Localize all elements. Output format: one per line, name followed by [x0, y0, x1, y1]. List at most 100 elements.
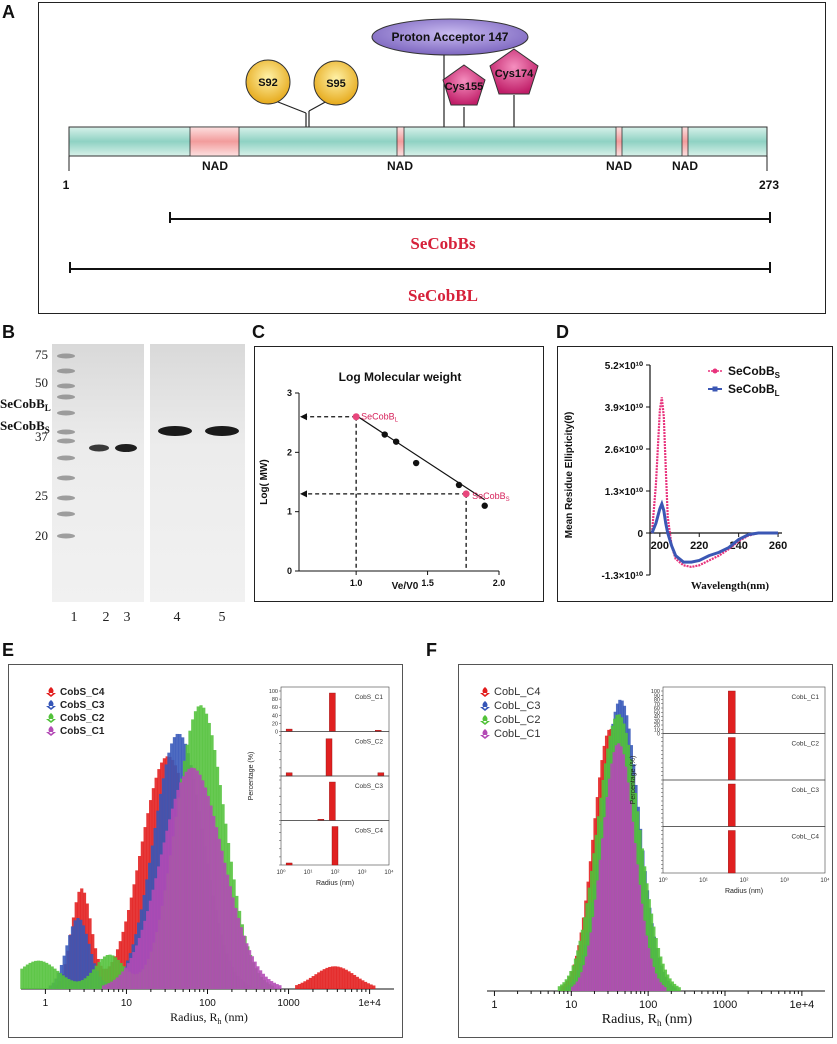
dls-bar-4	[146, 911, 150, 989]
ladder-25: 25	[35, 488, 48, 503]
dls-bar-2	[62, 955, 66, 989]
dls-bar-4	[264, 976, 268, 989]
panel-d-frame: Mean Residue Ellipticity(θ) Wavelength(n…	[557, 346, 833, 602]
dls-bar-4	[209, 805, 213, 989]
dls-xtick-label: 1	[43, 998, 49, 1009]
serine-95-label: S95	[326, 78, 346, 90]
dls-xtick-label: 10	[565, 999, 577, 1011]
lane-5-label: 5	[219, 610, 226, 625]
chart-c-xtick-label: 1.5	[421, 578, 434, 588]
dls-bar-4	[589, 932, 593, 991]
dls-bar-4	[181, 776, 186, 989]
dls-bar-3	[578, 940, 582, 991]
dls-bar-1	[325, 967, 329, 989]
dls-bar-3	[91, 969, 96, 989]
dls-bar-3	[670, 981, 674, 991]
dls-bar-4	[184, 771, 188, 989]
legend-label-1: CobS_C4	[60, 687, 105, 698]
panel-b-gel: 75 50 37 25 20 SeCobBL SeCobBS 1 2 3 4 5	[0, 340, 250, 630]
dls-xtick-label: 100	[199, 998, 216, 1009]
chart-d-legend: SeCobBS SeCobBL	[708, 364, 781, 398]
chart-c-title: Log Molecular weight	[339, 370, 462, 384]
dls-bar-4	[234, 907, 238, 989]
dls-bar-1	[135, 870, 139, 989]
inset-row-label: CobS_C4	[355, 828, 384, 835]
legend-label-4: CobL_C1	[494, 728, 540, 740]
dls-bar-2	[87, 943, 91, 989]
dls-bar-4	[594, 899, 598, 991]
dls-bar-4	[137, 938, 141, 989]
nad-label-4: NAD	[672, 159, 698, 173]
nad-domain-1	[189, 126, 240, 157]
dls-bar-4	[656, 978, 660, 991]
dls-bar-3	[576, 950, 580, 991]
chart-d-ytick-label: 0	[637, 529, 643, 540]
dls-bar-1	[322, 969, 326, 989]
dls-bar-4	[223, 862, 227, 989]
dls-bar-4	[110, 981, 114, 989]
dls-bar-4	[663, 987, 667, 991]
dls-bar-3	[72, 981, 76, 989]
dls-bar-1	[138, 856, 142, 989]
cys174-pentagon	[489, 48, 539, 95]
gel-right	[150, 344, 245, 602]
dls-bar-3	[673, 983, 677, 991]
ladder-37: 37	[35, 429, 49, 444]
nad-domain-4	[681, 126, 689, 157]
dls-bar-3	[31, 961, 35, 989]
inset-ytick-label: 100	[651, 689, 660, 695]
dls-bar-3	[100, 958, 104, 989]
chart-c-xtick-label: 2.0	[493, 578, 506, 588]
residue-start-label: 1	[63, 178, 70, 192]
dls-bar-4	[126, 963, 130, 989]
dls-bar-1	[333, 966, 337, 989]
inset-xtick-label: 10³	[358, 870, 367, 876]
dls-bar-3	[102, 956, 107, 989]
dls-bar-4	[649, 958, 653, 991]
dls-bar-4	[628, 801, 632, 991]
dls-bar-3	[89, 972, 93, 989]
lane-2-band	[89, 444, 109, 452]
inset-row-box	[662, 826, 826, 874]
dls-bar-4	[605, 796, 609, 991]
dls-bar-4	[140, 929, 144, 989]
dls-bar-4	[168, 819, 172, 989]
inset-bar	[285, 772, 293, 777]
proton-acceptor-ellipse	[371, 18, 529, 56]
dls-bar-4	[612, 752, 616, 991]
inset-ytick-label: 50	[654, 710, 660, 716]
dls-bar-4	[159, 854, 164, 989]
dls-bar-1	[369, 984, 373, 989]
short-construct-label: SeCobBs	[410, 234, 476, 253]
dls-bar-3	[28, 962, 32, 989]
dls-bar-3	[649, 913, 654, 991]
chart-d-series-1	[650, 397, 779, 569]
panel-c-frame: Log Molecular weight Log( MW) Ve/V0 1.0 1…	[254, 346, 544, 602]
dls-bar-3	[116, 959, 120, 989]
chart-c-xtick-label: 1.0	[350, 578, 363, 588]
dls-bar-4	[104, 984, 108, 989]
legend-marker-1	[46, 687, 56, 697]
inset-bar	[329, 781, 336, 821]
dls-bar-3	[675, 985, 679, 991]
chart-c-arrowhead	[300, 413, 307, 421]
chart-c-sample-point	[352, 413, 360, 421]
nad-domain-3	[615, 126, 623, 157]
dls-bar-4	[275, 984, 279, 989]
dls-bar-4	[225, 874, 230, 989]
inset-bar	[331, 826, 339, 866]
dls-bar-4	[143, 920, 147, 989]
panel-a-frame: NAD NAD NAD NAD 1 273 S92 S95 Proton Acc…	[38, 2, 826, 314]
dls-bar-4	[170, 808, 175, 989]
dls-xtick-label: 1000	[277, 998, 300, 1009]
dls-bar-4	[660, 985, 665, 991]
dls-bar-3	[97, 962, 101, 989]
dls-bar-4	[250, 956, 254, 989]
dls-bar-4	[112, 979, 117, 989]
chart-c-ytick-label: 2	[287, 447, 292, 457]
dls-bar-4	[253, 961, 257, 989]
dls-bar-3	[86, 975, 90, 989]
dls-bar-3	[53, 968, 57, 989]
dls-bar-4	[633, 843, 637, 991]
dls-bar-3	[562, 982, 566, 991]
